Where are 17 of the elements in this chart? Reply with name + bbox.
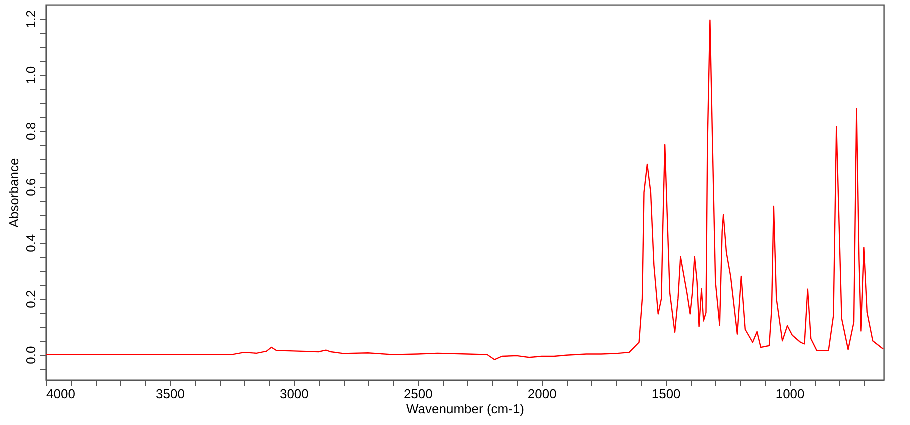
x-tick-label: 3000: [280, 386, 309, 402]
x-tick-label: 1000: [776, 386, 805, 402]
y-tick-label: 0.2: [24, 290, 38, 308]
x-tick-label: 2000: [528, 386, 557, 402]
y-tick-label: 0.4: [24, 234, 38, 252]
x-tick-label: 1500: [652, 386, 681, 402]
y-tick-label: 1.2: [24, 10, 38, 29]
y-tick-label: 1.0: [24, 66, 38, 84]
x-axis-title: Wavenumber (cm-1): [406, 402, 524, 416]
y-tick-label: 0.0: [24, 346, 38, 364]
y-tick-label: 0.8: [24, 122, 38, 140]
x-tick-label: 4000: [46, 386, 76, 402]
y-tick-label: 0.6: [24, 178, 38, 196]
x-tick-label: 2500: [404, 386, 433, 402]
y-axis-title: Absorbance: [6, 158, 22, 228]
line-series: [46, 20, 884, 360]
x-tick-label: 3500: [156, 386, 185, 402]
